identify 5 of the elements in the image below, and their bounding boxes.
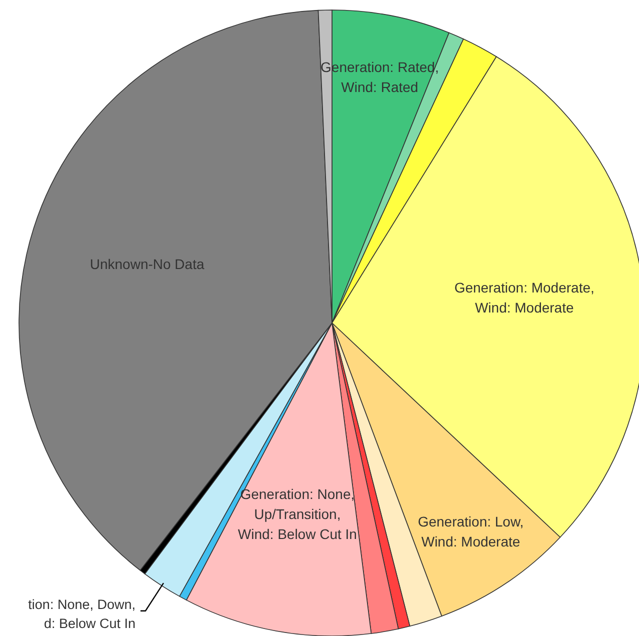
slice-label: Generation: Moderate, Wind: Moderate xyxy=(454,279,594,316)
slice-label: Unknown-No Data xyxy=(90,256,204,272)
slice-label: tion: None, Down, d: Below Cut In xyxy=(28,596,136,631)
slice-label: Generation: None, Up/Transition, Wind: Below Cut In xyxy=(238,486,357,542)
slice-label: Generation: Low, Wind: Moderate xyxy=(418,513,524,550)
